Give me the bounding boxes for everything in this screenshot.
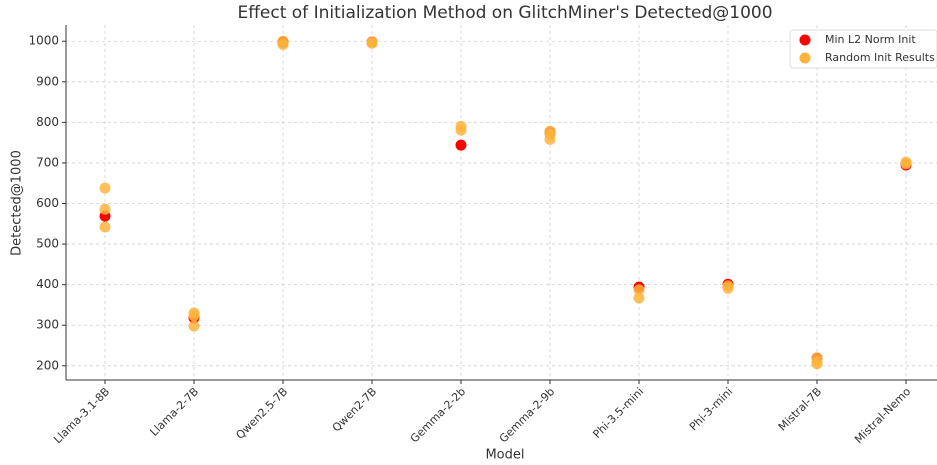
x-tick-label: Qwen2-7B xyxy=(330,385,379,434)
point xyxy=(455,139,467,151)
point xyxy=(811,358,823,370)
y-tick-label: 1000 xyxy=(28,34,59,48)
legend-box xyxy=(789,29,937,69)
point xyxy=(99,203,111,215)
point xyxy=(277,38,289,50)
x-tick-label: Phi-3.5-mini xyxy=(590,385,646,441)
point xyxy=(633,284,645,296)
legend-marker xyxy=(799,34,811,46)
x-tick-label: Qwen2.5-7B xyxy=(233,385,290,442)
chart-title: Effect of Initialization Method on Glitc… xyxy=(237,3,772,23)
y-axis-label: Detected@1000 xyxy=(10,150,25,256)
y-tick-label: 800 xyxy=(36,115,59,129)
x-tick-label: Llama-2-7B xyxy=(148,385,202,439)
point xyxy=(900,158,912,170)
x-tick-label: Llama-3.1-8B xyxy=(51,385,112,446)
y-tick-label: 700 xyxy=(36,155,59,169)
point xyxy=(366,36,378,48)
y-tick-label: 600 xyxy=(36,196,59,210)
y-tick-label: 400 xyxy=(36,277,59,291)
point xyxy=(99,182,111,194)
point xyxy=(455,124,467,136)
y-tick-label: 300 xyxy=(36,318,59,332)
x-tick-label: Mistral-Nemo xyxy=(852,385,913,446)
x-axis-label: Model xyxy=(485,448,524,463)
point xyxy=(188,310,200,322)
point xyxy=(633,292,645,304)
y-tick-label: 500 xyxy=(36,237,59,251)
legend-label: Min L2 Norm Init xyxy=(825,33,916,46)
legend-marker xyxy=(799,52,811,64)
grid xyxy=(66,25,937,380)
y-tick-label: 200 xyxy=(36,358,59,372)
y-tick-label: 900 xyxy=(36,74,59,88)
point xyxy=(722,282,734,294)
x-tick-label: Gemma-2-9b xyxy=(497,385,557,445)
point xyxy=(188,320,200,332)
x-tick-label: Mistral-7B xyxy=(776,385,824,433)
point xyxy=(99,221,111,233)
point xyxy=(544,133,556,145)
legend-label: Random Init Results xyxy=(825,51,935,64)
x-tick-label: Phi-3-mini xyxy=(687,385,735,433)
x-tick-label: Gemma-2-2b xyxy=(408,385,468,445)
